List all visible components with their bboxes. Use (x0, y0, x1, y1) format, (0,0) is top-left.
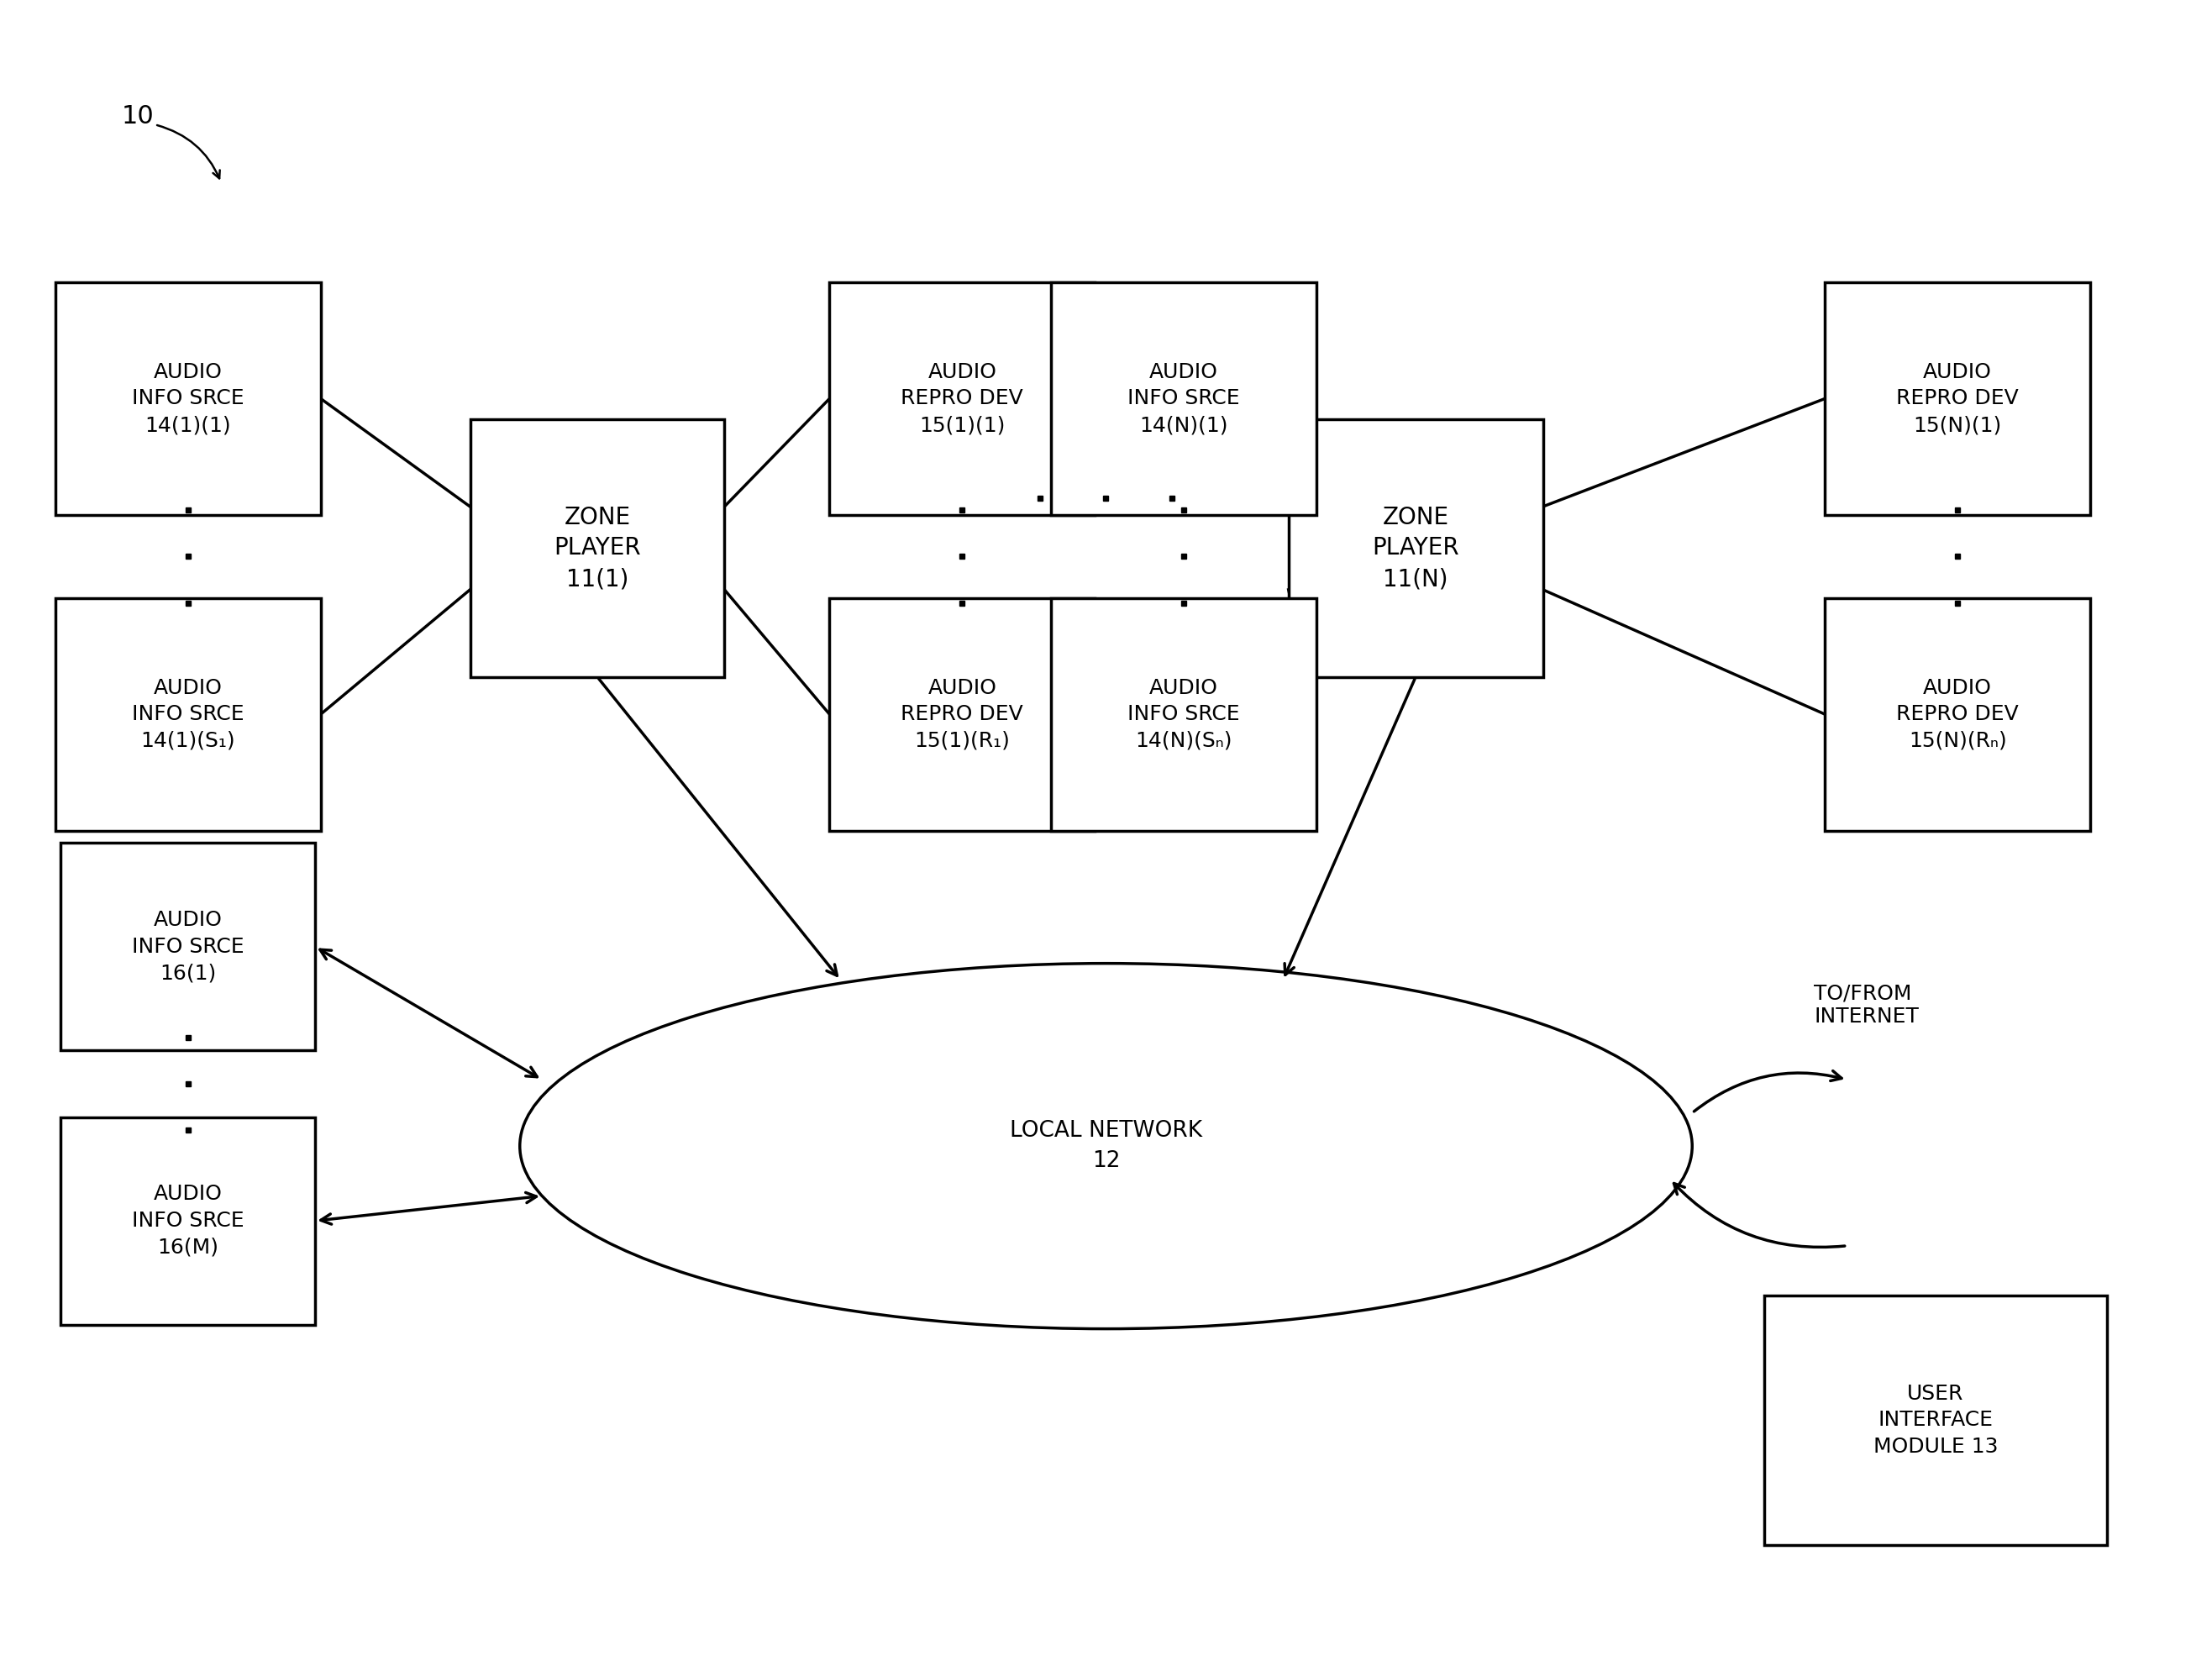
Text: TO/FROM
INTERNET: TO/FROM INTERNET (1814, 983, 1918, 1026)
FancyBboxPatch shape (830, 282, 1095, 515)
Text: USER
INTERFACE
MODULE 13: USER INTERFACE MODULE 13 (1874, 1384, 1997, 1457)
Text: 10: 10 (122, 105, 155, 128)
Text: AUDIO
REPRO DEV
15(1)(1): AUDIO REPRO DEV 15(1)(1) (900, 362, 1024, 435)
FancyBboxPatch shape (1825, 282, 2090, 515)
Text: AUDIO
INFO SRCE
16(1): AUDIO INFO SRCE 16(1) (133, 910, 243, 983)
Text: AUDIO
INFO SRCE
14(N)(1): AUDIO INFO SRCE 14(N)(1) (1128, 362, 1239, 435)
Text: AUDIO
REPRO DEV
15(1)(R₁): AUDIO REPRO DEV 15(1)(R₁) (900, 678, 1024, 751)
Text: AUDIO
INFO SRCE
14(1)(1): AUDIO INFO SRCE 14(1)(1) (133, 362, 243, 435)
FancyBboxPatch shape (1825, 598, 2090, 830)
FancyBboxPatch shape (55, 598, 321, 830)
FancyBboxPatch shape (469, 419, 723, 678)
Text: AUDIO
INFO SRCE
14(1)(S₁): AUDIO INFO SRCE 14(1)(S₁) (133, 678, 243, 751)
FancyBboxPatch shape (62, 842, 314, 1051)
FancyBboxPatch shape (1287, 419, 1542, 678)
FancyBboxPatch shape (1763, 1296, 2106, 1545)
Text: AUDIO
REPRO DEV
15(N)(1): AUDIO REPRO DEV 15(N)(1) (1896, 362, 2020, 435)
FancyBboxPatch shape (55, 282, 321, 515)
FancyBboxPatch shape (830, 598, 1095, 830)
Ellipse shape (520, 963, 1692, 1329)
Text: AUDIO
REPRO DEV
15(N)(Rₙ): AUDIO REPRO DEV 15(N)(Rₙ) (1896, 678, 2020, 751)
Text: ZONE
PLAYER
11(N): ZONE PLAYER 11(N) (1371, 505, 1460, 591)
FancyBboxPatch shape (1051, 598, 1316, 830)
Text: AUDIO
INFO SRCE
16(M): AUDIO INFO SRCE 16(M) (133, 1184, 243, 1257)
Text: LOCAL NETWORK
12: LOCAL NETWORK 12 (1009, 1120, 1203, 1173)
FancyBboxPatch shape (1051, 282, 1316, 515)
Text: AUDIO
INFO SRCE
14(N)(Sₙ): AUDIO INFO SRCE 14(N)(Sₙ) (1128, 678, 1239, 751)
Text: ZONE
PLAYER
11(1): ZONE PLAYER 11(1) (553, 505, 641, 591)
FancyBboxPatch shape (62, 1116, 314, 1325)
